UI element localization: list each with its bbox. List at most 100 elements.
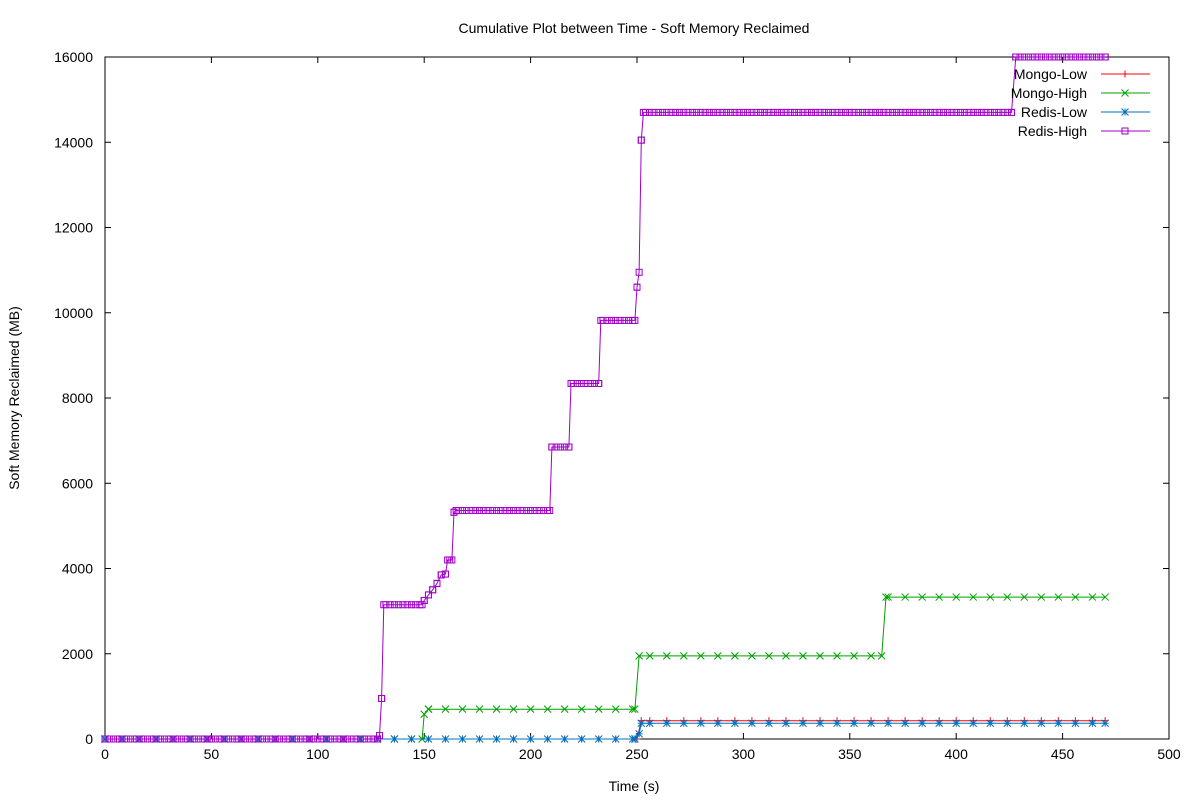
data-point bbox=[867, 719, 875, 728]
data-point bbox=[271, 735, 279, 743]
data-point bbox=[418, 601, 426, 609]
data-point bbox=[220, 735, 228, 743]
data-point bbox=[607, 316, 615, 324]
data-point bbox=[884, 593, 892, 601]
data-point bbox=[969, 719, 978, 728]
data-point bbox=[986, 593, 995, 601]
data-point bbox=[850, 108, 858, 116]
data-point bbox=[663, 108, 671, 116]
data-point bbox=[327, 735, 335, 743]
y-tick-label: 12000 bbox=[54, 220, 93, 236]
data-point bbox=[444, 556, 452, 564]
data-point bbox=[514, 507, 522, 515]
data-point bbox=[1037, 593, 1046, 601]
data-point bbox=[935, 593, 944, 601]
data-point bbox=[1101, 719, 1110, 728]
data-point bbox=[803, 108, 811, 116]
data-point bbox=[424, 591, 432, 599]
data-point bbox=[1071, 53, 1079, 61]
series-layer bbox=[101, 53, 1110, 743]
data-point bbox=[799, 108, 807, 116]
data-point bbox=[842, 108, 850, 116]
data-point bbox=[718, 108, 726, 116]
data-point bbox=[662, 719, 671, 728]
data-point bbox=[195, 735, 203, 743]
data-point bbox=[688, 108, 696, 116]
data-point bbox=[731, 652, 739, 660]
data-point bbox=[735, 108, 743, 116]
data-point bbox=[475, 705, 484, 714]
data-point bbox=[501, 507, 509, 515]
data-point bbox=[492, 705, 501, 714]
data-point bbox=[471, 507, 479, 515]
data-point bbox=[684, 108, 692, 116]
data-point bbox=[1088, 719, 1097, 728]
chart-title: Cumulative Plot between Time - Soft Memo… bbox=[459, 20, 810, 36]
data-point bbox=[918, 108, 926, 116]
data-point bbox=[458, 705, 467, 714]
data-point bbox=[884, 108, 892, 116]
legend-label: Mongo-High bbox=[1011, 85, 1087, 101]
y-tick-label: 0 bbox=[85, 731, 93, 747]
data-point bbox=[1003, 593, 1012, 601]
data-point bbox=[637, 136, 645, 144]
data-point bbox=[293, 735, 301, 743]
data-point bbox=[635, 730, 643, 738]
data-point bbox=[846, 108, 854, 116]
data-point bbox=[812, 108, 820, 116]
data-point bbox=[212, 735, 220, 743]
data-point bbox=[182, 735, 190, 743]
data-point bbox=[1016, 53, 1024, 61]
x-tick-label: 250 bbox=[625, 746, 649, 762]
data-point bbox=[561, 443, 569, 451]
data-point bbox=[901, 719, 909, 728]
data-point bbox=[1080, 53, 1088, 61]
data-point bbox=[756, 108, 764, 116]
data-point bbox=[1101, 53, 1109, 61]
data-point bbox=[799, 652, 807, 660]
data-point bbox=[829, 108, 837, 116]
data-point bbox=[986, 108, 994, 116]
data-point bbox=[922, 108, 930, 116]
data-point bbox=[790, 108, 798, 116]
data-point bbox=[433, 579, 441, 587]
data-point bbox=[693, 108, 701, 116]
data-point bbox=[288, 735, 296, 743]
data-point bbox=[254, 735, 262, 743]
data-point bbox=[628, 705, 637, 714]
data-point bbox=[476, 507, 484, 515]
data-point bbox=[207, 735, 215, 743]
data-point bbox=[361, 735, 369, 743]
data-point bbox=[565, 443, 573, 451]
data-point bbox=[403, 601, 411, 609]
data-point bbox=[722, 108, 730, 116]
data-point bbox=[882, 593, 890, 601]
data-point bbox=[961, 108, 969, 116]
data-point bbox=[782, 108, 790, 116]
data-point bbox=[705, 108, 713, 116]
data-point bbox=[114, 735, 122, 743]
data-point bbox=[786, 108, 794, 116]
data-point bbox=[973, 108, 981, 116]
data-point bbox=[556, 443, 564, 451]
data-point bbox=[284, 735, 292, 743]
data-point bbox=[301, 735, 309, 743]
data-point bbox=[782, 719, 790, 728]
data-point bbox=[420, 596, 428, 604]
data-point bbox=[731, 719, 739, 728]
data-point bbox=[761, 108, 769, 116]
legend: Mongo-Low Mongo-High Redis-Low Redis-High bbox=[1011, 66, 1150, 139]
data-point bbox=[867, 652, 875, 660]
data-point bbox=[1054, 53, 1062, 61]
data-point bbox=[560, 735, 569, 743]
data-point bbox=[795, 108, 803, 116]
data-point bbox=[611, 705, 620, 714]
data-point bbox=[509, 735, 518, 743]
data-point bbox=[820, 108, 828, 116]
data-point bbox=[935, 719, 944, 728]
legend-marker bbox=[1121, 127, 1129, 135]
data-point bbox=[339, 735, 347, 743]
data-point bbox=[635, 268, 643, 276]
data-point bbox=[148, 735, 156, 743]
data-point bbox=[322, 735, 330, 743]
